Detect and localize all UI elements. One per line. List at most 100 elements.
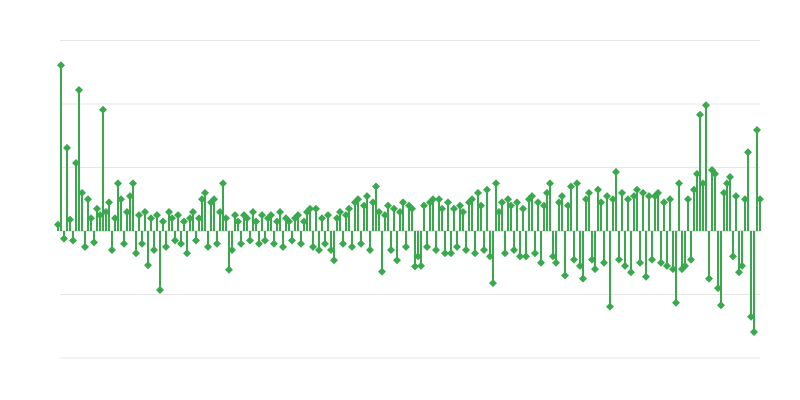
stem-marker <box>729 252 737 261</box>
stem-marker <box>258 211 266 220</box>
stem-marker <box>453 242 461 251</box>
stem-marker <box>234 217 242 226</box>
stem-marker <box>168 214 176 223</box>
stem-marker <box>753 126 761 135</box>
stem-marker <box>222 214 230 223</box>
stem-marker <box>354 195 362 204</box>
stem-marker <box>636 258 644 267</box>
stem-marker <box>717 301 725 310</box>
stem-marker <box>423 242 431 251</box>
stem-marker <box>225 265 233 274</box>
stem-marker <box>252 217 260 226</box>
stem-marker <box>93 204 101 213</box>
stem-marker <box>612 167 620 176</box>
stem-marker <box>516 252 524 261</box>
stem-marker <box>267 211 275 220</box>
stem-marker <box>393 256 401 265</box>
stem-marker <box>285 217 293 226</box>
stem-marker <box>69 236 77 245</box>
stem-marker <box>450 204 458 213</box>
stem-marker <box>255 239 263 248</box>
stem-marker <box>432 246 440 255</box>
stem-marker <box>141 207 149 216</box>
stem-marker <box>135 211 143 220</box>
stem-marker <box>153 211 161 220</box>
stem-marker <box>306 204 314 213</box>
stem-marker <box>336 207 344 216</box>
stem-marker <box>702 101 710 110</box>
stem-marker <box>684 195 692 204</box>
stem-marker <box>75 86 83 95</box>
stem-marker <box>711 169 719 178</box>
stem-marker <box>642 272 650 281</box>
stem-marker <box>507 201 515 210</box>
stem-marker <box>129 179 137 188</box>
stem-marker <box>60 234 68 243</box>
stem-marker <box>177 239 185 248</box>
stem-marker <box>288 236 296 245</box>
stem-marker <box>618 188 626 197</box>
stem-marker <box>492 179 500 188</box>
stem-marker <box>606 302 614 311</box>
stem-marker <box>687 255 695 264</box>
stem-marker <box>660 198 668 207</box>
stem-marker <box>261 236 269 245</box>
stem-marker <box>156 286 164 295</box>
stem-marker <box>345 204 353 213</box>
stem-marker <box>648 255 656 264</box>
stem-marker <box>756 195 764 204</box>
stem-marker <box>435 195 443 204</box>
stem-marker <box>732 192 740 201</box>
stem-marker <box>297 239 305 248</box>
stem-marker <box>321 239 329 248</box>
stem-marker <box>462 246 470 255</box>
stem-marker <box>552 258 560 267</box>
stem-marker <box>417 261 425 270</box>
stem-marker <box>639 188 647 197</box>
stem-marker <box>147 214 155 223</box>
stem-marker <box>429 195 437 204</box>
stem-marker <box>738 261 746 270</box>
stem-marker <box>504 195 512 204</box>
stem-marker <box>672 298 680 307</box>
stem-marker <box>219 179 227 188</box>
stem-marker <box>444 198 452 207</box>
stem-marker <box>363 192 371 201</box>
stem-marker <box>57 61 65 70</box>
stem-marker <box>621 261 629 270</box>
stem-marker <box>390 204 398 213</box>
stem-marker <box>189 207 197 216</box>
stem-marker <box>66 215 74 224</box>
stem-marker <box>243 214 251 223</box>
stem-marker <box>132 249 140 258</box>
stem-marker <box>585 188 593 197</box>
stem-marker <box>456 201 464 210</box>
stem-marker <box>447 249 455 258</box>
stem-marker <box>519 204 527 213</box>
stem-marker <box>375 207 383 216</box>
stem-marker <box>411 262 419 271</box>
stem-marker <box>237 239 245 248</box>
stem-marker <box>633 185 641 194</box>
stem-marker <box>501 249 509 258</box>
stem-marker <box>420 201 428 210</box>
stem-marker <box>645 192 653 201</box>
stem-marker <box>534 198 542 207</box>
stem-marker <box>657 258 665 267</box>
stem-marker <box>705 274 713 283</box>
stem-marker <box>654 188 662 197</box>
stem-marker <box>597 198 605 207</box>
stem-marker <box>474 188 482 197</box>
stem-marker <box>378 267 386 276</box>
stem-marker <box>594 185 602 194</box>
stem-marker <box>591 265 599 274</box>
stem-marker <box>183 249 191 258</box>
stem-marker <box>459 207 467 216</box>
stem-marker <box>438 204 446 213</box>
stem-marker <box>408 204 416 213</box>
stem-marker <box>489 279 497 288</box>
stem-marker <box>357 239 365 248</box>
stem-marker <box>312 204 320 213</box>
stem-marker <box>249 207 257 216</box>
stem-marker <box>366 246 374 255</box>
